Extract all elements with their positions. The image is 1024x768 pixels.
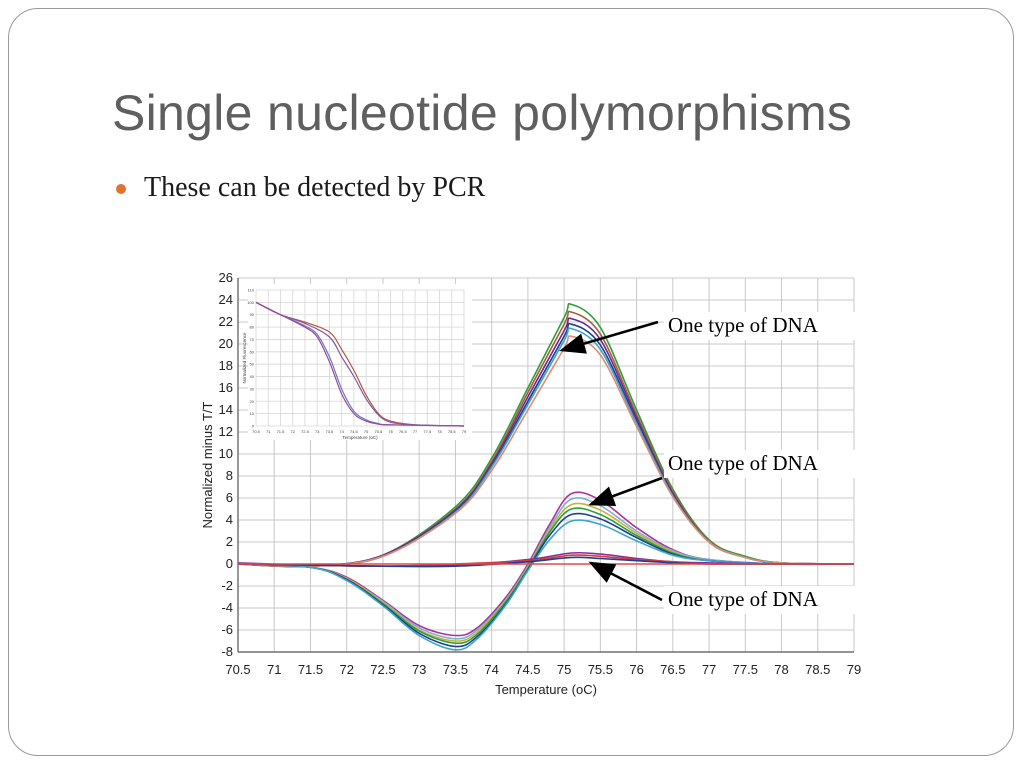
inset-series-line (255, 301, 465, 427)
x-tick-label: 78 (774, 662, 788, 677)
y-tick-label: 18 (219, 358, 233, 373)
y-axis-label: Normalized minus T/T (200, 401, 215, 528)
annotation-background (664, 312, 860, 340)
y-tick-label: -8 (221, 644, 233, 659)
annotation-background (664, 586, 860, 614)
series-line-mid (237, 497, 855, 640)
inset-series-line (255, 301, 465, 427)
y-tick-label: 20 (219, 336, 233, 351)
inset-y-tick-label: 0 (252, 424, 255, 429)
inset-y-tick-label: 40 (250, 374, 255, 379)
inset-x-tick-label: 74.5 (350, 429, 359, 434)
bullet-text: These can be detected by PCR (144, 172, 486, 203)
x-tick-label: 77 (702, 662, 716, 677)
inset-x-tick-label: 71 (266, 429, 271, 434)
y-tick-label: 16 (219, 380, 233, 395)
x-tick-label: 73 (412, 662, 426, 677)
inset-x-tick-label: 75 (364, 429, 369, 434)
annotation-label: One type of DNA (668, 587, 819, 611)
annotation-arrow (559, 320, 659, 354)
y-tick-label: 12 (219, 424, 233, 439)
y-tick-label: 4 (226, 512, 233, 527)
y-tick-label: 22 (219, 314, 233, 329)
x-tick-label: 73.5 (443, 662, 468, 677)
x-tick-label: 79 (847, 662, 861, 677)
y-tick-label: -2 (221, 578, 233, 593)
inset-y-tick-label: 20 (250, 399, 255, 404)
inset-y-tick-label: 80 (250, 325, 255, 330)
bullet-item: These can be detected by PCR (116, 172, 485, 204)
x-tick-label: 75 (557, 662, 571, 677)
inset-grid (255, 289, 465, 427)
inset-x-axis-label: Temperature (oC) (342, 435, 378, 440)
annotation-label: One type of DNA (668, 451, 819, 475)
series-group (237, 302, 855, 651)
inset-y-tick-label: 60 (250, 349, 255, 354)
inset-x-tick-label: 77 (413, 429, 418, 434)
y-tick-label: 8 (226, 468, 233, 483)
inset-y-axis-label: Normalized Fluorescence (242, 332, 247, 384)
y-tick-label: 26 (219, 270, 233, 285)
x-tick-label: 71.5 (298, 662, 323, 677)
annotation-label: One type of DNA (668, 313, 819, 337)
inset-x-tick-label: 73.5 (326, 429, 335, 434)
series-line-mid (237, 519, 855, 651)
inset-x-tick-label: 76.5 (399, 429, 408, 434)
x-tick-label: 72.5 (370, 662, 395, 677)
slide-frame (8, 8, 1014, 756)
y-tick-label: 6 (226, 490, 233, 505)
x-tick-label: 74 (484, 662, 498, 677)
inset-x-tick-label: 72 (290, 429, 295, 434)
inset-x-tick-label: 73 (315, 429, 320, 434)
x-tick-label: 70.5 (225, 662, 250, 677)
inset-series-line (255, 301, 465, 427)
y-tick-label: -4 (221, 600, 233, 615)
annotation-arrow (588, 561, 663, 602)
x-tick-label: 72 (339, 662, 353, 677)
inset-y-tick-label: 50 (250, 362, 255, 367)
annotation-background (664, 450, 860, 478)
melt-curve-chart: 70.5 71 71.5 72 72.5 73 73.5 74 74.5 75 75.5 76 76.5… (200, 270, 861, 697)
y-tick-label: -6 (221, 622, 233, 637)
slide-title: Single nucleotide polymorphisms (112, 85, 853, 141)
x-tick-label: 71 (267, 662, 281, 677)
y-tick-label: 10 (219, 446, 233, 461)
inset-x-tick-label: 76 (388, 429, 393, 434)
inset-x-tick-label: 79 (462, 429, 467, 434)
x-tick-label: 78.5 (805, 662, 830, 677)
inset-x-tick-label: 74 (339, 429, 344, 434)
x-tick-label: 75.5 (588, 662, 613, 677)
inset-series-group (255, 301, 465, 427)
inset-x-tick-label: 72.5 (301, 429, 310, 434)
y-tick-label: 14 (219, 402, 233, 417)
inset-y-tick-label: 100 (247, 300, 254, 305)
series-line-mid (237, 507, 855, 645)
x-tick-label: 76.5 (660, 662, 685, 677)
inset-y-tick-label: 110 (248, 288, 255, 293)
inset-y-tick-label: 90 (250, 312, 255, 317)
x-tick-label: 77.5 (733, 662, 758, 677)
y-tick-label: 2 (226, 534, 233, 549)
inset-y-tick-label: 70 (250, 337, 255, 342)
inset-x-tick-label: 78.5 (448, 429, 457, 434)
inset-x-tick-label: 77.5 (423, 429, 432, 434)
bullet-icon (116, 184, 126, 194)
annotation-arrow (588, 476, 663, 507)
y-tick-label: 24 (219, 292, 233, 307)
x-tick-label: 76 (629, 662, 643, 677)
inset-x-tick-label: 70.5 (252, 429, 261, 434)
x-axis-label: Temperature (oC) (495, 682, 597, 697)
inset-x-tick-label: 75.5 (374, 429, 383, 434)
inset-y-tick-label: 10 (250, 411, 255, 416)
inset-x-tick-label: 71.5 (277, 429, 286, 434)
inset-y-tick-label: 30 (250, 386, 255, 391)
x-tick-label: 74.5 (515, 662, 540, 677)
y-tick-label: 0 (226, 556, 233, 571)
inset-x-tick-label: 78 (437, 429, 442, 434)
